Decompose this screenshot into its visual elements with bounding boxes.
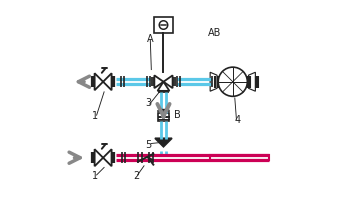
Text: 1: 1: [92, 171, 98, 181]
Text: A: A: [147, 34, 154, 44]
Text: 3: 3: [145, 98, 151, 108]
Text: B: B: [174, 110, 181, 120]
Bar: [210, 155, 269, 160]
Text: 1: 1: [92, 111, 98, 121]
Text: AB: AB: [208, 28, 221, 38]
Text: 5: 5: [145, 140, 152, 150]
Polygon shape: [155, 138, 172, 147]
Bar: [158, 113, 169, 121]
Text: 4: 4: [235, 115, 241, 125]
Text: 2: 2: [133, 171, 139, 181]
Bar: [154, 17, 173, 33]
